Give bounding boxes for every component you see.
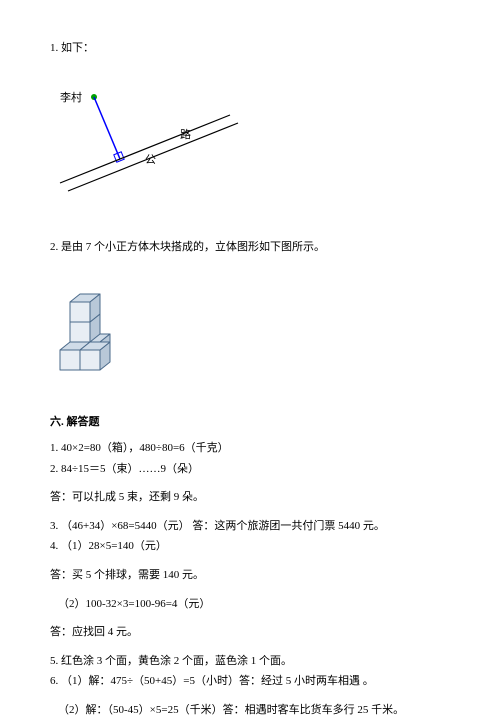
ans-6b: （2）解：（50-45）×5=25（千米）答：相遇时客车比货车多行 25 千米。 (58, 702, 450, 720)
ans-5: 5. 红色涂 3 个面，黄色涂 2 个面，蓝色涂 1 个面。 (50, 653, 450, 671)
perpendicular-line (94, 97, 120, 159)
ans-3: 3. （46+34）×68=5440（元） 答：这两个旅游团一共付门票 5440… (50, 518, 450, 536)
q1-label: 1. 如下： (50, 40, 450, 58)
ans-2-answer: 答：可以扎成 5 束，还剩 9 朵。 (50, 489, 450, 507)
q1-diagram: 李村 路 公 (50, 83, 450, 200)
q2-label: 2. 是由 7 个小正方体木块搭成的，立体图形如下图所示。 (50, 239, 450, 257)
q2-diagram (50, 282, 450, 379)
ans-4b: （2）100-32×3=100-96=4（元） (58, 596, 450, 614)
road-label-bottom: 公 (145, 154, 156, 166)
ans-2: 2. 84÷15＝5（束）……9（朵） (50, 461, 450, 479)
road-label-top: 路 (180, 128, 191, 141)
section6-title: 六. 解答题 (50, 414, 450, 432)
ans-6a: 6. （1）解：475÷（50+45）=5（小时）答：经过 5 小时两车相遇 。 (50, 673, 450, 691)
ans-4b-answer: 答：应找回 4 元。 (50, 624, 450, 642)
ans-4-answer: 答：买 5 个排球，需要 140 元。 (50, 567, 450, 585)
village-text: 李村 (60, 90, 82, 104)
ans-1: 1. 40×2=80（箱），480÷80=6（千克） (50, 440, 450, 458)
road-line-1 (60, 115, 230, 183)
ans-4: 4. （1）28×5=140（元） (50, 538, 450, 556)
